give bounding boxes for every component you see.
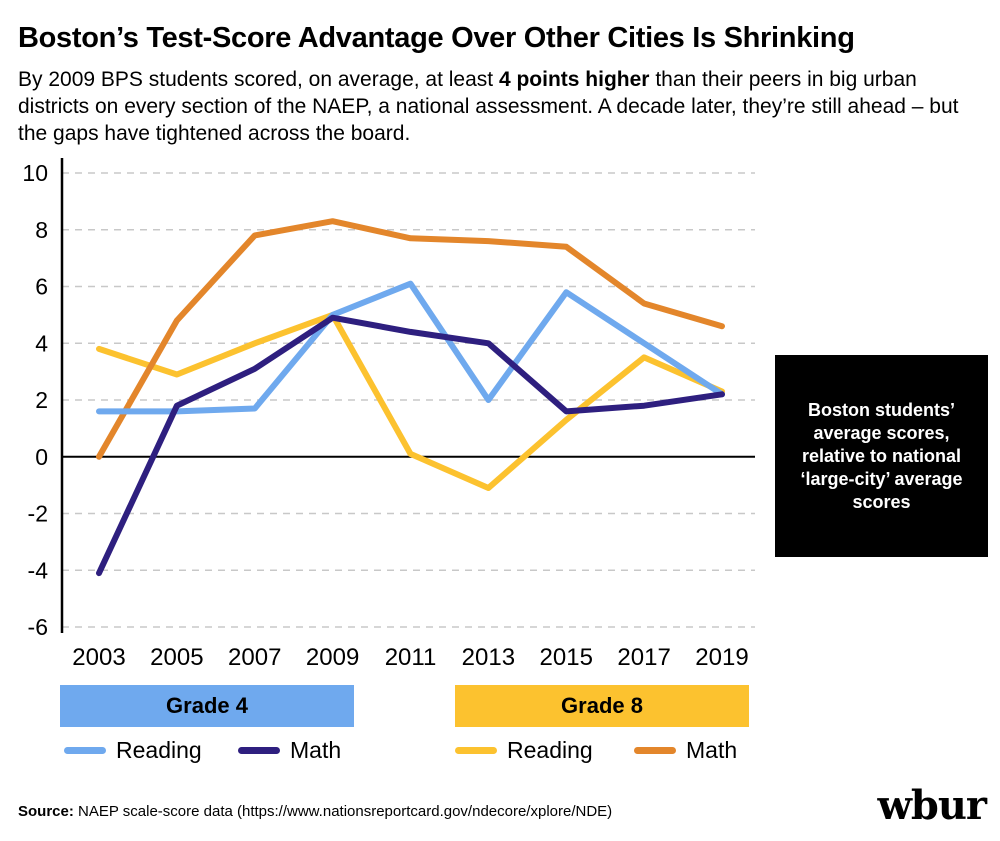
y-tick-label: -4 xyxy=(28,557,49,583)
series-lines xyxy=(96,218,725,577)
y-tick-label: 4 xyxy=(35,330,48,356)
x-tick-label: 2007 xyxy=(228,644,281,671)
legend-swatch-grade8-reading xyxy=(455,747,497,754)
y-tick-label: -2 xyxy=(28,501,48,527)
legend-grade8-math: Math xyxy=(634,737,737,764)
legend-swatch-grade4-reading xyxy=(64,747,106,754)
subtitle-emphasis: 4 points higher xyxy=(498,68,650,91)
x-tick-label: 2013 xyxy=(462,644,515,671)
x-tick-label: 2009 xyxy=(306,644,359,671)
gridlines xyxy=(62,172,755,628)
source-note: Source: NAEP scale-score data (https://w… xyxy=(18,803,612,820)
y-tick-label: 0 xyxy=(35,444,48,470)
subtitle-start: By 2009 BPS students scored, on average,… xyxy=(18,68,499,91)
y-tick-label: 2 xyxy=(35,387,48,413)
axes xyxy=(60,158,755,633)
tick-labels: 10 8 6 4 2 0 -2 -4 -6 2003 2005 2007 2009 2011 2013 201… xyxy=(22,160,748,671)
legend-swatch-grade4-math xyxy=(238,747,280,754)
chart-subtitle: By 2009 BPS students scored, on average,… xyxy=(18,66,978,147)
legend-label-grade8-reading: Reading xyxy=(507,737,593,763)
x-tick-label: 2005 xyxy=(150,644,203,671)
source-label: Source: xyxy=(18,803,74,820)
legend-label-grade4-math: Math xyxy=(290,737,342,763)
x-tick-label: 2017 xyxy=(617,644,670,671)
x-tick-label: 2003 xyxy=(72,644,125,671)
series-line-grade-4-reading xyxy=(96,280,725,415)
legend-swatch-grade8-math xyxy=(634,747,676,754)
x-tick-label: 2015 xyxy=(540,644,593,671)
legend-label-grade8-math: Math xyxy=(686,737,738,763)
legend-grade4-reading: Reading xyxy=(64,737,202,764)
legend-label-grade4-reading: Reading xyxy=(116,737,202,763)
line-chart: 10 8 6 4 2 0 -2 -4 -6 2003 2005 2007 2009 2011 2013 201… xyxy=(22,158,755,671)
source-text: NAEP scale-score data (https://www.natio… xyxy=(73,803,613,820)
legend-grade8-reading: Reading xyxy=(455,737,593,764)
series-line-grade-8-math xyxy=(96,218,725,460)
x-tick-label: 2019 xyxy=(695,644,748,671)
y-tick-label: 10 xyxy=(22,160,48,186)
x-tick-label: 2011 xyxy=(385,644,437,671)
y-tick-label: 8 xyxy=(35,217,48,243)
annotation-box: Boston students’ average scores, relativ… xyxy=(775,355,988,557)
legend-grade4-math: Math xyxy=(238,737,341,764)
grade8-legend-header: Grade 8 xyxy=(455,685,749,727)
wbur-logo: wbur xyxy=(877,782,987,829)
series-line-grade-8-reading xyxy=(96,311,725,491)
subtitle-end: than their peers in big urban districts … xyxy=(18,68,959,145)
series-line-grade-4-math xyxy=(96,314,725,577)
y-tick-label: -6 xyxy=(28,614,48,640)
y-tick-label: 6 xyxy=(35,274,48,300)
chart-title: Boston’s Test-Score Advantage Over Other… xyxy=(18,22,855,54)
grade4-legend-header: Grade 4 xyxy=(60,685,354,727)
